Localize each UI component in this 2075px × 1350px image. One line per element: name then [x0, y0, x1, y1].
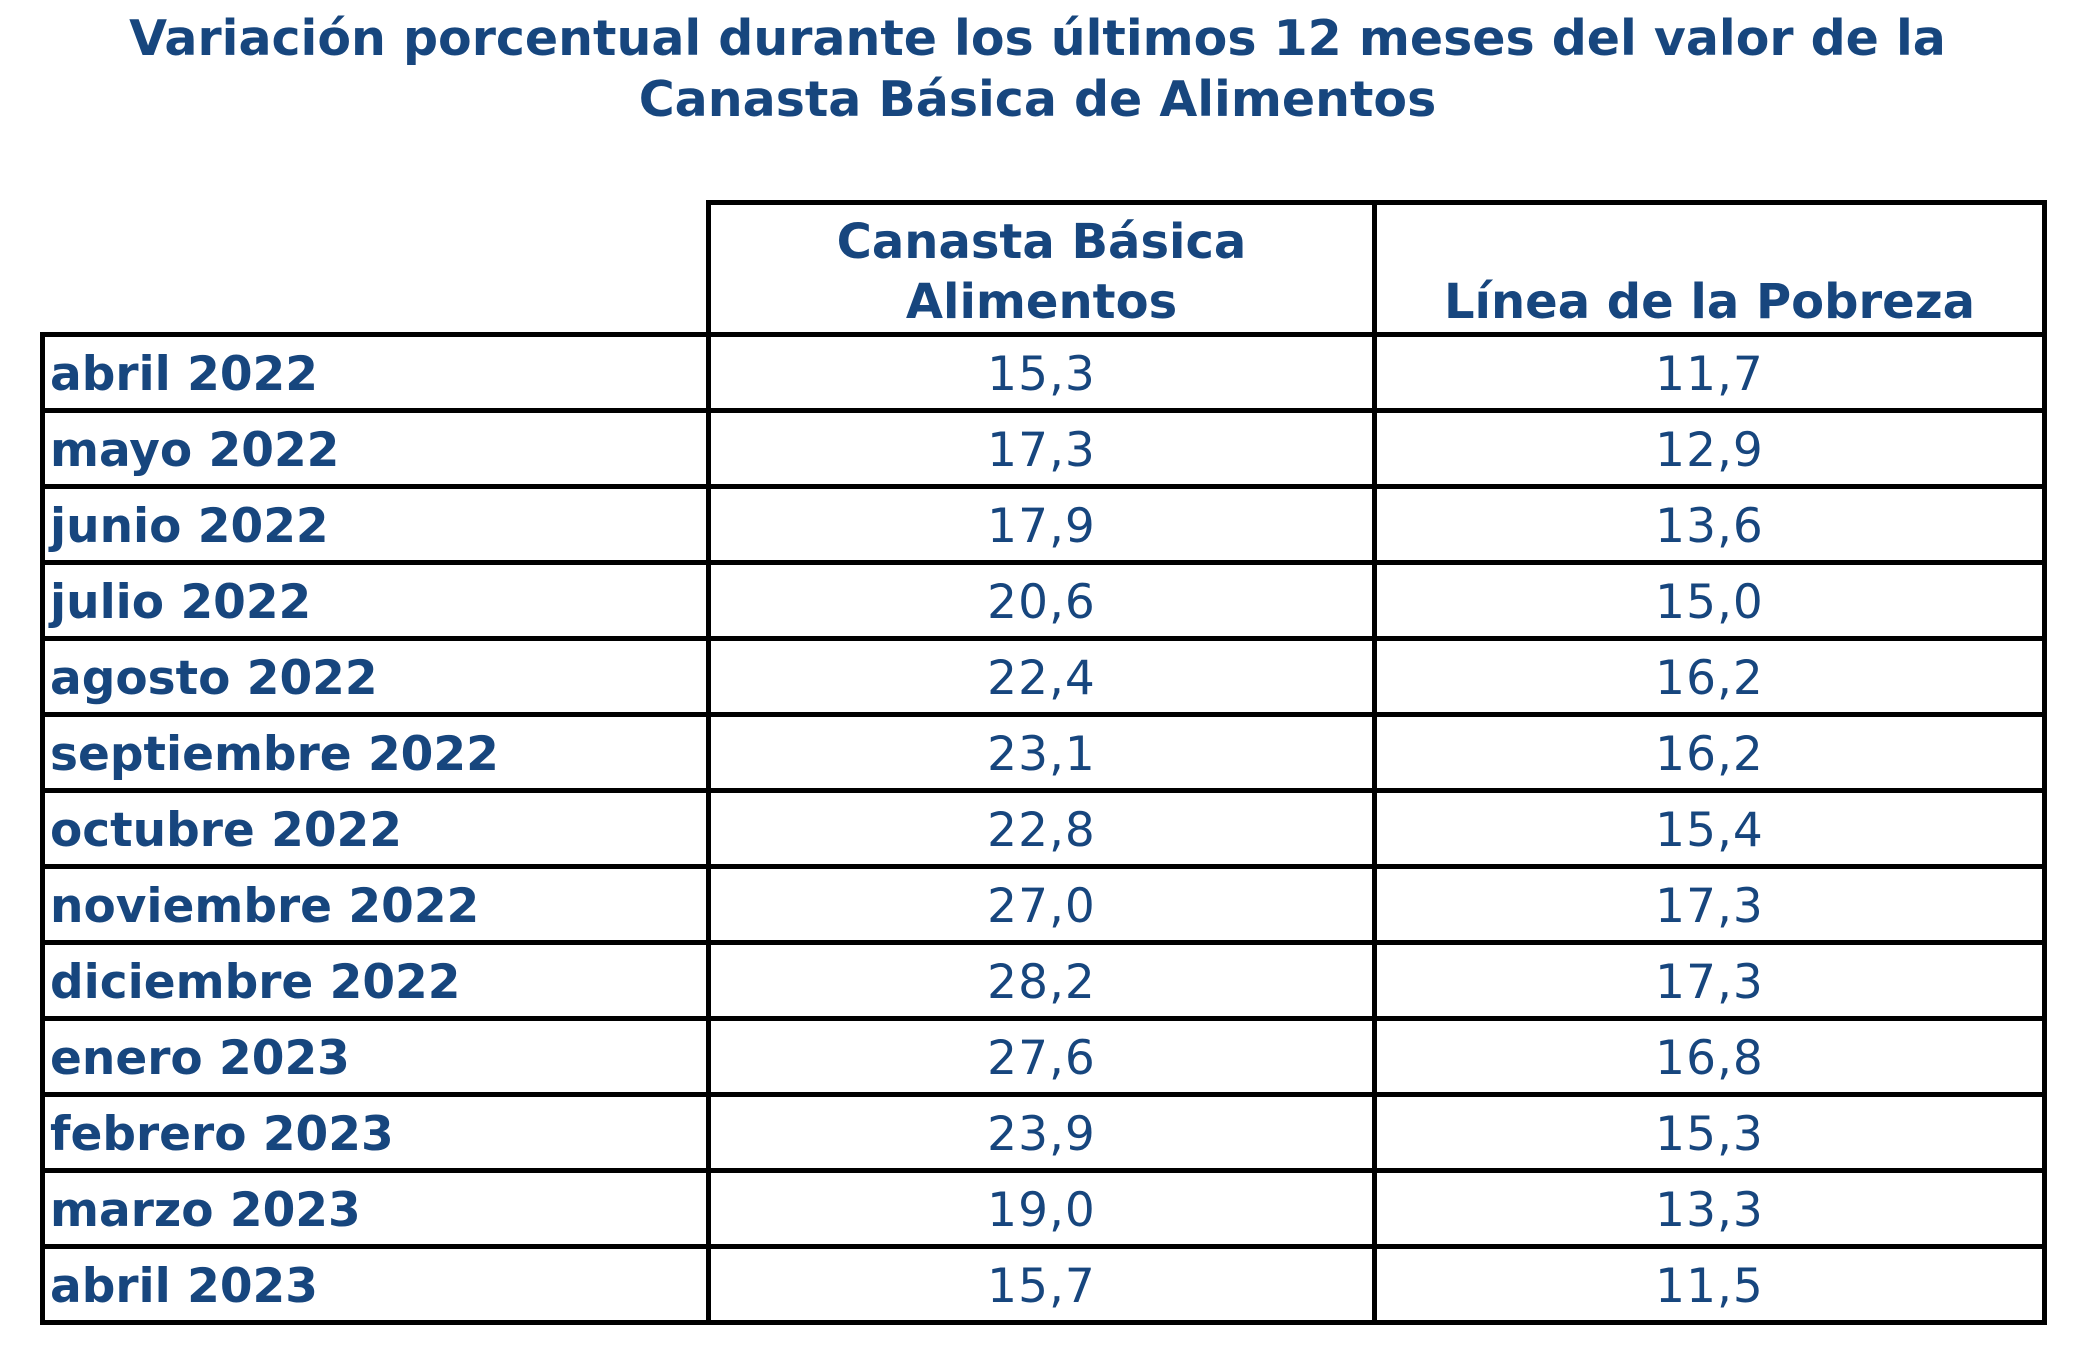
cell-linea-pobreza-value: 11,5 — [1372, 1244, 2047, 1325]
table-row: abril 2023 15,7 11,5 — [40, 1244, 2047, 1325]
header-canasta-basica-line-2: Alimentos — [905, 274, 1178, 330]
table-row: marzo 2023 19,0 13,3 — [40, 1168, 2047, 1249]
table-body: abril 2022 15,3 11,7 mayo 2022 17,3 12,9 junio… — [40, 332, 2047, 1325]
table-row: febrero 2023 23,9 15,3 — [40, 1092, 2047, 1173]
title-line-2: Canasta Básica de Alimentos — [638, 71, 1437, 128]
table-row: agosto 2022 22,4 16,2 — [40, 636, 2047, 717]
cell-linea-pobreza-value: 15,3 — [1372, 1092, 2047, 1173]
row-month-label: febrero 2023 — [40, 1092, 711, 1173]
table-row: mayo 2022 17,3 12,9 — [40, 408, 2047, 489]
table-row: noviembre 2022 27,0 17,3 — [40, 864, 2047, 945]
row-month-label: julio 2022 — [40, 560, 711, 641]
row-month-label: marzo 2023 — [40, 1168, 711, 1249]
cell-linea-pobreza-value: 11,7 — [1372, 332, 2047, 413]
header-canasta-basica: Canasta Básica Alimentos — [706, 200, 1377, 337]
table-header-row: Canasta Básica Alimentos Línea de la Pob… — [42, 200, 2047, 337]
cell-linea-pobreza-value: 13,6 — [1372, 484, 2047, 565]
cell-canasta-basica-value: 17,3 — [706, 408, 1377, 489]
table-row: abril 2022 15,3 11,7 — [40, 332, 2047, 413]
row-month-label: noviembre 2022 — [40, 864, 711, 945]
row-month-label: septiembre 2022 — [40, 712, 711, 793]
cell-linea-pobreza-value: 13,3 — [1372, 1168, 2047, 1249]
cell-canasta-basica-value: 27,0 — [706, 864, 1377, 945]
cell-canasta-basica-value: 23,9 — [706, 1092, 1377, 1173]
header-linea-pobreza: Línea de la Pobreza — [1372, 200, 2047, 337]
row-month-label: mayo 2022 — [40, 408, 711, 489]
cell-canasta-basica-value: 20,6 — [706, 560, 1377, 641]
row-month-label: abril 2022 — [40, 332, 711, 413]
header-empty-cell — [42, 202, 711, 337]
table-row: enero 2023 27,6 16,8 — [40, 1016, 2047, 1097]
cell-linea-pobreza-value: 15,0 — [1372, 560, 2047, 641]
cell-linea-pobreza-value: 15,4 — [1372, 788, 2047, 869]
table-row: diciembre 2022 28,2 17,3 — [40, 940, 2047, 1021]
cell-canasta-basica-value: 22,8 — [706, 788, 1377, 869]
table-row: junio 2022 17,9 13,6 — [40, 484, 2047, 565]
row-month-label: enero 2023 — [40, 1016, 711, 1097]
cell-canasta-basica-value: 15,3 — [706, 332, 1377, 413]
header-linea-pobreza-label: Línea de la Pobreza — [1443, 274, 1976, 330]
cell-linea-pobreza-value: 17,3 — [1372, 864, 2047, 945]
header-canasta-basica-line-1: Canasta Básica — [836, 214, 1247, 270]
title-line-1: Variación porcentual durante los últimos… — [129, 10, 1946, 67]
cell-canasta-basica-value: 23,1 — [706, 712, 1377, 793]
cell-linea-pobreza-value: 12,9 — [1372, 408, 2047, 489]
cell-canasta-basica-value: 17,9 — [706, 484, 1377, 565]
cell-canasta-basica-value: 28,2 — [706, 940, 1377, 1021]
row-month-label: junio 2022 — [40, 484, 711, 565]
cell-canasta-basica-value: 27,6 — [706, 1016, 1377, 1097]
cell-linea-pobreza-value: 17,3 — [1372, 940, 2047, 1021]
cell-canasta-basica-value: 15,7 — [706, 1244, 1377, 1325]
table-row: septiembre 2022 23,1 16,2 — [40, 712, 2047, 793]
cell-linea-pobreza-value: 16,2 — [1372, 636, 2047, 717]
table-row: octubre 2022 22,8 15,4 — [40, 788, 2047, 869]
page-title: Variación porcentual durante los últimos… — [0, 8, 2075, 130]
table-row: julio 2022 20,6 15,0 — [40, 560, 2047, 641]
row-month-label: abril 2023 — [40, 1244, 711, 1325]
cell-linea-pobreza-value: 16,2 — [1372, 712, 2047, 793]
cell-canasta-basica-value: 19,0 — [706, 1168, 1377, 1249]
row-month-label: octubre 2022 — [40, 788, 711, 869]
data-table: Canasta Básica Alimentos Línea de la Pob… — [40, 200, 2047, 1325]
cell-linea-pobreza-value: 16,8 — [1372, 1016, 2047, 1097]
row-month-label: agosto 2022 — [40, 636, 711, 717]
row-month-label: diciembre 2022 — [40, 940, 711, 1021]
cell-canasta-basica-value: 22,4 — [706, 636, 1377, 717]
